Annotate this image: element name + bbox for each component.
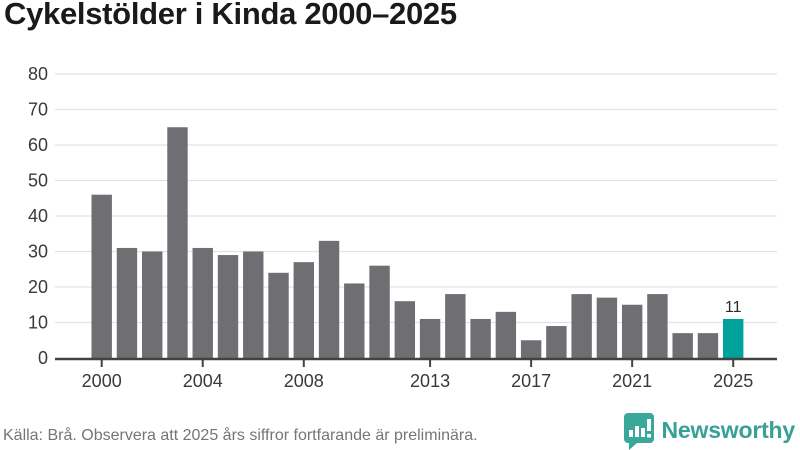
x-tick-label-2000: 2000 — [82, 371, 122, 391]
bar-2007 — [268, 272, 289, 358]
bar-2009 — [318, 240, 340, 358]
source-note: Källa: Brå. Observera att 2025 års siffr… — [3, 427, 478, 444]
x-tick-label-2021: 2021 — [612, 371, 652, 391]
bar-2013 — [419, 318, 441, 358]
x-tick-label-2008: 2008 — [284, 371, 324, 391]
x-tick-label-2025: 2025 — [713, 371, 753, 391]
y-tick-label-50: 50 — [28, 171, 48, 191]
bar-2008 — [293, 262, 314, 358]
bar-2010 — [344, 283, 365, 358]
bar-2001 — [116, 247, 138, 358]
bar-2021 — [621, 304, 643, 358]
x-tick-label-2004: 2004 — [183, 371, 223, 391]
bar-2004 — [192, 247, 213, 358]
bar-2005 — [217, 255, 239, 358]
bar-2000 — [91, 194, 112, 358]
bar-2020 — [596, 297, 618, 358]
bar-2002 — [142, 251, 163, 358]
newsworthy-logo[interactable]: Newsworthy — [621, 410, 795, 450]
newsworthy-logo-text: Newsworthy — [661, 416, 796, 443]
chart-title: Cykelstölder i Kinda 2000–2025 — [4, 0, 457, 31]
y-tick-label-0: 0 — [38, 348, 48, 368]
bar-2012 — [394, 301, 416, 358]
y-tick-label-20: 20 — [28, 277, 48, 297]
bar-2016 — [495, 311, 517, 358]
bar-2003 — [167, 127, 188, 358]
y-tick-label-30: 30 — [28, 242, 48, 262]
bar-2014 — [445, 294, 466, 358]
y-tick-label-60: 60 — [28, 135, 48, 155]
bar-2023 — [672, 333, 693, 358]
bar-2018 — [546, 326, 567, 358]
bar-2006 — [243, 251, 264, 358]
y-tick-label-70: 70 — [28, 100, 48, 120]
y-tick-label-10: 10 — [28, 313, 48, 333]
x-tick-label-2017: 2017 — [511, 371, 551, 391]
bar-value-annotation: 11 — [725, 299, 742, 316]
bar-2011 — [369, 265, 390, 358]
bar-2017 — [520, 340, 542, 358]
x-tick-label-2013: 2013 — [410, 371, 450, 391]
y-tick-label-40: 40 — [28, 206, 48, 226]
bar-2024 — [697, 333, 719, 358]
bar-2022 — [647, 294, 668, 358]
bar-2015 — [470, 318, 491, 358]
bar-2025 — [723, 318, 744, 358]
y-tick-label-80: 80 — [28, 64, 48, 84]
newsworthy-bubble-barchart-icon — [623, 413, 654, 450]
bar-2019 — [571, 294, 592, 358]
